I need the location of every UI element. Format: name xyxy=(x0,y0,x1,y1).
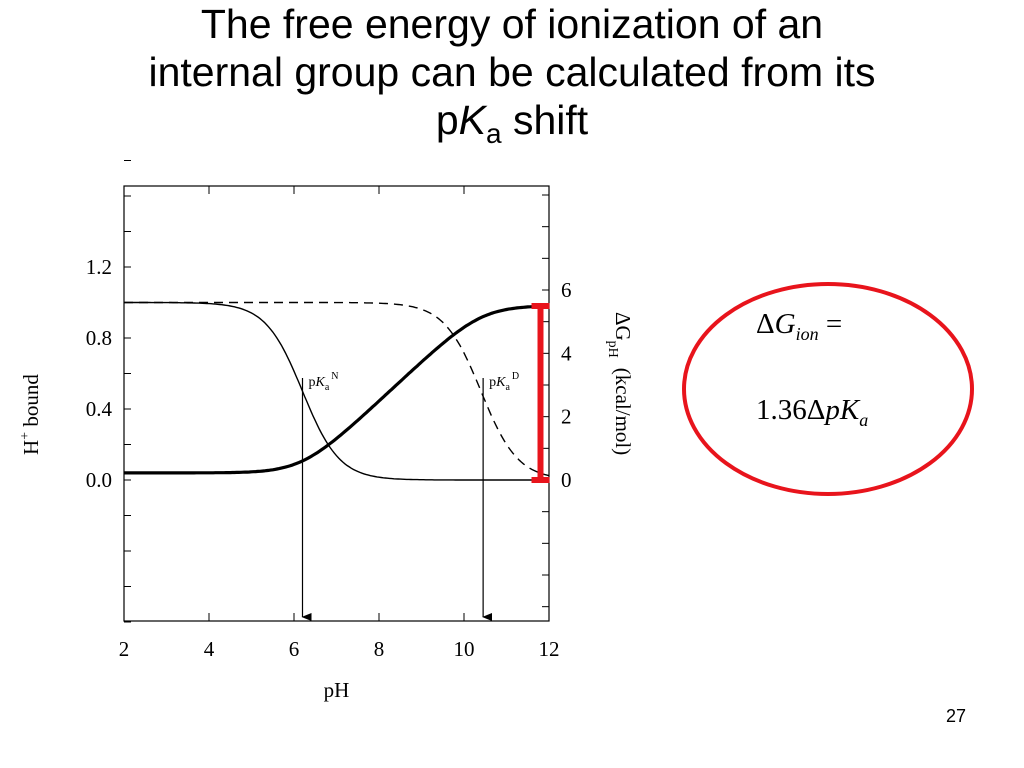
x-tick-label: 12 xyxy=(539,637,560,661)
formula-delta: Δ xyxy=(756,308,775,340)
pka-label: pKaD xyxy=(489,371,519,393)
formula-delta-2: Δ xyxy=(806,394,826,426)
formula-coefficient: 1.36 xyxy=(756,394,807,426)
series-line-solid-thin xyxy=(124,301,549,481)
pka-label-K: K xyxy=(315,375,326,390)
formula-highlight-circle xyxy=(682,282,974,496)
y-left-label-sup: + xyxy=(18,432,33,440)
y-right-label-main: ΔG xyxy=(611,312,635,341)
pka-label-K: K xyxy=(495,375,506,390)
y-right-label-sub: pH xyxy=(605,341,620,358)
y-right-tick-label: 6 xyxy=(561,278,572,302)
y-left-label-main: H xyxy=(19,440,43,455)
pka-label-sup: N xyxy=(331,371,338,382)
title-tail: shift xyxy=(501,97,589,143)
title-line-1: The free energy of ionization of an xyxy=(200,1,824,47)
y-right-label-unit: (kcal/mol) xyxy=(611,368,635,455)
title-K: K xyxy=(458,97,486,143)
plot-frame xyxy=(123,185,550,622)
y-left-tick-label: 0.8 xyxy=(86,326,112,350)
formula-pK: pK xyxy=(825,394,860,426)
y-right-tick-label: 0 xyxy=(561,468,572,492)
series-line-solid-thick xyxy=(124,304,550,475)
y-right-tick-label: 2 xyxy=(561,405,572,429)
y-left-label-tail: bound xyxy=(19,374,43,432)
title-p: p xyxy=(435,97,459,143)
formula-equals: = xyxy=(818,308,843,340)
y-left-tick-label: 1.2 xyxy=(86,255,112,279)
formula-line-2: 1.36ΔpKa xyxy=(756,394,869,430)
y-left-tick-label: 0.4 xyxy=(86,397,113,421)
title-sub: a xyxy=(486,118,502,150)
pka-label-sub: a xyxy=(505,382,510,393)
title-line-2: internal group can be calculated from it… xyxy=(148,49,876,95)
chart-axes xyxy=(123,185,550,622)
formula-pK-sub: a xyxy=(859,409,869,430)
formula-G-sub: ion xyxy=(795,323,819,344)
slide-title: The free energy of ionization of an inte… xyxy=(0,0,1024,148)
x-tick-label: 4 xyxy=(204,637,215,661)
pka-label-p: p xyxy=(489,375,496,390)
chart-series xyxy=(124,301,550,481)
formula-line-1: ΔGion = xyxy=(756,308,843,344)
title-line-3: pKa shift xyxy=(0,96,1024,148)
y-right-axis-label: ΔGpH (kcal/mol) xyxy=(605,312,635,455)
x-tick-label: 8 xyxy=(374,637,385,661)
pka-label-sub: a xyxy=(325,382,330,393)
pka-label-p: p xyxy=(309,375,316,390)
chart-ticks xyxy=(123,160,550,623)
y-left-tick-label: 0.0 xyxy=(86,468,112,492)
chart-annotations: pKaN pKaD xyxy=(301,303,550,621)
y-left-axis-label: H+ bound xyxy=(18,374,43,455)
x-tick-label: 10 xyxy=(454,637,475,661)
x-tick-label: 6 xyxy=(289,637,300,661)
page-number: 27 xyxy=(945,706,966,726)
x-tick-label: 2 xyxy=(119,637,130,661)
x-axis-label: pH xyxy=(324,678,350,702)
pka-label-sup: D xyxy=(512,371,519,382)
series-line-dashed xyxy=(124,301,550,477)
y-right-tick-label: 4 xyxy=(561,341,572,365)
formula-G: G xyxy=(774,308,796,340)
pka-label: pKaN xyxy=(309,371,339,393)
